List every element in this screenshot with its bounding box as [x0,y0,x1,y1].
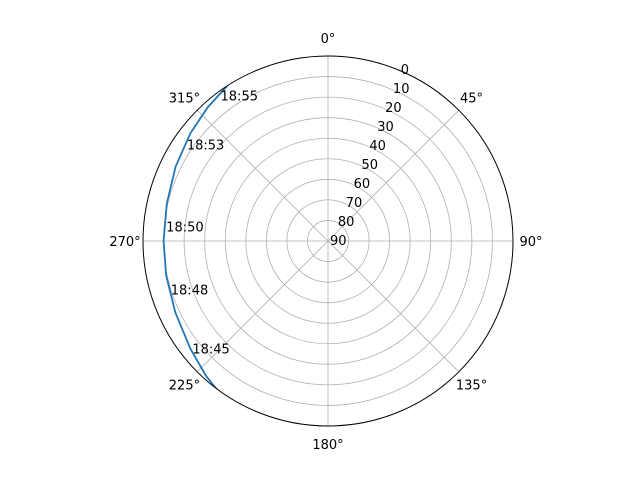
series-layer [162,85,228,398]
polar-frame [142,55,514,427]
radial-tick-label: 90 [330,234,347,249]
angular-tick-label: 270° [109,235,140,250]
radial-tick-label: 70 [346,196,363,211]
radial-tick-label: 50 [361,158,378,173]
radial-tick-label: 80 [338,215,355,230]
angular-tick-label: 90° [519,235,542,250]
angular-tick-labels: 0° 45° 90° 135° 180° 225° 270° 315° [109,32,542,453]
radial-tick-label: 60 [354,177,371,192]
polar-grid [143,56,513,426]
angular-tick-label: 225° [169,379,200,394]
time-annotations: 18:45 18:48 18:50 18:53 18:55 [166,90,258,358]
time-annotation: 18:50 [166,221,203,236]
grid-spoke-225 [196,240,329,373]
series-line [162,85,228,398]
radial-tick-labels: 0 10 20 30 40 50 60 70 80 90 [330,63,409,249]
time-annotation: 18:55 [221,90,258,105]
time-annotation: 18:45 [192,343,229,358]
angular-tick-label: 135° [456,379,487,394]
angular-tick-label: 180° [312,438,343,453]
radial-tick-label: 40 [369,139,386,154]
radial-tick-label: 0 [401,63,409,78]
grid-spoke-135 [327,240,460,373]
angular-tick-label: 0° [321,32,336,47]
angular-tick-label: 315° [169,91,200,106]
radial-tick-label: 10 [393,82,410,97]
radial-tick-label: 20 [385,101,402,116]
grid-spoke-45 [327,109,460,242]
angular-tick-label: 45° [460,91,483,106]
time-annotation: 18:53 [187,138,224,153]
grid-spoke-315 [196,109,329,242]
radial-tick-label: 30 [377,120,394,135]
time-annotation: 18:48 [171,284,208,299]
